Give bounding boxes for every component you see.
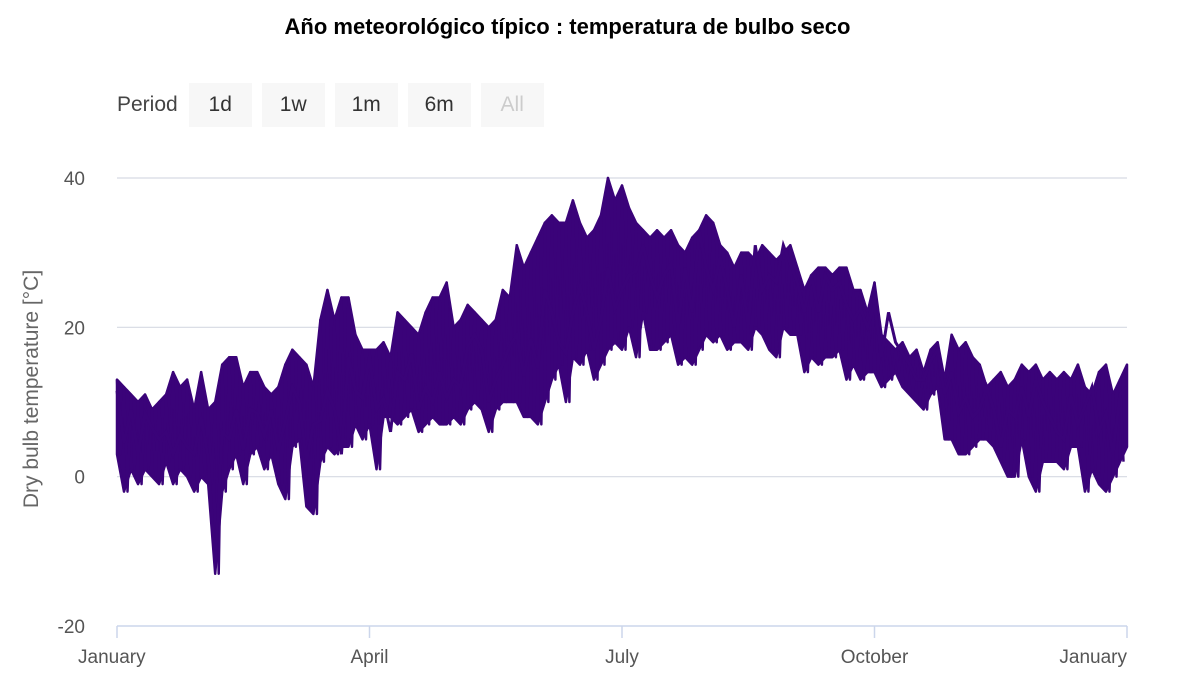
period-6m-button[interactable]: 6m (407, 83, 471, 127)
x-tick-labels: January April July October January (78, 647, 1127, 668)
x-axis (116, 625, 1128, 638)
period-selector: Period 1d 1w 1m 6m All (117, 83, 554, 127)
chart-title: Año meteorológico típico : temperatura d… (284, 14, 851, 39)
x-tick-label: October (841, 647, 909, 668)
x-tick-label: January (1059, 647, 1127, 668)
x-tick-label: April (350, 647, 388, 668)
x-tick-label: January (78, 647, 146, 668)
y-tick-label: 40 (64, 169, 85, 190)
series-line (115, 229, 1129, 567)
y-tick-labels: -20 0 20 40 (58, 169, 85, 638)
period-1w-button[interactable]: 1w (261, 83, 325, 127)
x-tick-label: July (605, 647, 639, 668)
y-tick-label: -20 (58, 617, 85, 638)
period-all-button: All (480, 83, 544, 127)
period-label: Period (117, 93, 178, 116)
y-tick-label: 0 (74, 468, 85, 489)
y-tick-label: 20 (64, 318, 85, 339)
series-oscillation-line (115, 176, 1125, 575)
period-1d-button[interactable]: 1d (188, 83, 252, 127)
series-group (115, 176, 1129, 575)
period-1m-button[interactable]: 1m (334, 83, 398, 127)
